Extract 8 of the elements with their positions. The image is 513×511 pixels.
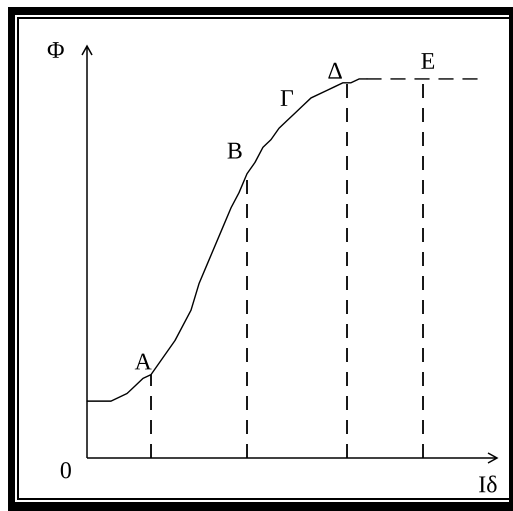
annotation: B <box>228 142 242 159</box>
x-axis-title: Iδ <box>479 476 497 492</box>
annotation: A <box>134 354 152 370</box>
y-axis-title: Φ <box>48 42 64 58</box>
text: E <box>421 53 434 69</box>
text: 0 <box>60 462 71 478</box>
annotation: Γ <box>280 90 294 106</box>
text: Δ <box>328 62 342 79</box>
